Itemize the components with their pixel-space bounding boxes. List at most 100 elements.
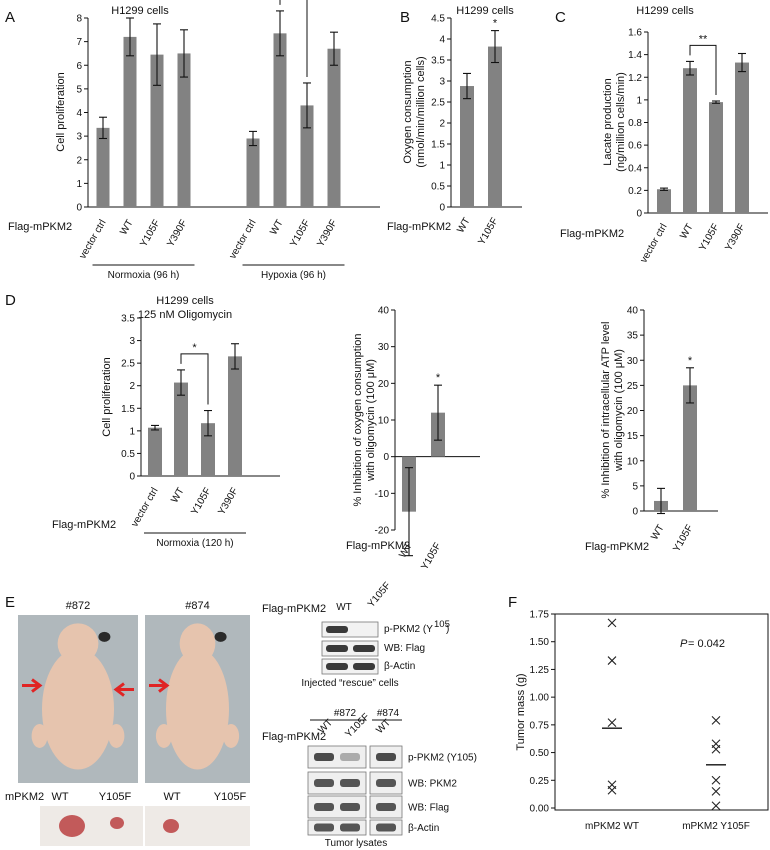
flag-label: Flag-mPKM2 [262, 731, 326, 743]
y-tick-label: 0 [76, 203, 82, 214]
blot-lane-strip [307, 745, 367, 769]
tumor-photo [145, 806, 250, 846]
x-tick-label: vector ctrl [638, 222, 669, 265]
blot-lane-strip [321, 640, 379, 657]
x-tick-label: WT [118, 218, 135, 237]
y-tick-label: 30 [627, 356, 639, 367]
y-tick-label: 2.5 [121, 359, 135, 370]
y-tick-label: 0 [632, 507, 638, 518]
blot-band [314, 823, 334, 832]
y-axis-label: with oligomycin (100 μM) [365, 359, 377, 482]
y-tick-label: 0 [636, 209, 642, 220]
significance-bracket [689, 44, 717, 96]
bar [96, 127, 110, 207]
y-tick-label: 25 [627, 381, 639, 392]
x-tick-label: WT [649, 523, 666, 542]
flag-label: Flag-mPKM2 [52, 519, 116, 531]
mouse-leg [108, 723, 125, 748]
bar [488, 46, 502, 208]
significance-star: * [436, 372, 441, 384]
blot-band [376, 753, 396, 761]
y-tick-label: 2 [76, 155, 82, 166]
y-tick-label: 0.75 [530, 720, 550, 731]
y-tick-label: 4 [439, 35, 445, 46]
blot-row-label: β-Actin [408, 823, 439, 834]
x-tick-label: Y105F [189, 486, 213, 517]
blot-group-label: #874 [377, 708, 400, 719]
y-tick-label: 6 [76, 61, 82, 72]
y-tick-label: 8 [76, 14, 82, 25]
red-arrow-icon [149, 678, 170, 693]
y-tick-label: 4.5 [431, 14, 445, 25]
blot-row-label: ) [446, 624, 449, 635]
blot-band [314, 753, 334, 761]
y-tick-label: 1.4 [628, 50, 642, 61]
y-axis-label: (nmol/min/million cells) [415, 56, 427, 167]
data-point [711, 775, 721, 785]
data-point [607, 618, 617, 628]
y-tick-label: 0.5 [431, 182, 445, 193]
y-tick-label: 3.5 [431, 56, 445, 67]
y-tick-label: 0.2 [628, 186, 642, 197]
x-tick-label: Y390F [165, 218, 189, 249]
significance-bracket [180, 353, 209, 405]
y-tick-label: 1.6 [628, 28, 642, 39]
mouse-leg [223, 723, 240, 748]
x-tick-label: mPKM2 WT [585, 821, 639, 832]
blot-band [376, 803, 396, 811]
bar [228, 356, 242, 476]
tumor [110, 817, 124, 829]
x-tick-label: vector ctrl [227, 218, 258, 261]
tumor [163, 819, 179, 833]
bar [300, 105, 314, 207]
y-tick-label: 1 [76, 179, 82, 190]
blot-band [340, 779, 360, 787]
blot-band [353, 645, 375, 652]
y-tick-label: 3 [76, 132, 82, 143]
y-tick-label: 1 [636, 95, 642, 106]
data-point [711, 801, 721, 811]
x-tick-label: Y105F [288, 218, 312, 249]
tumor [59, 815, 85, 837]
y-tick-label: 5 [632, 481, 638, 492]
y-tick-label: -10 [375, 489, 390, 500]
blot-row-label: WB: Flag [408, 803, 449, 814]
significance-star: * [688, 355, 693, 367]
y-tick-label: 1 [439, 161, 445, 172]
panel-label-e: E [5, 594, 15, 611]
y-tick-label: 0 [129, 472, 135, 483]
panel-label-d: D [5, 292, 16, 309]
blot-band [340, 823, 360, 832]
blot-band [314, 779, 334, 787]
x-tick-label: vector ctrl [77, 218, 108, 261]
significance-star: ** [699, 33, 708, 45]
x-tick-label: Y105F [697, 222, 721, 253]
y-tick-label: 1.50 [530, 637, 550, 648]
y-tick-label: 30 [378, 342, 390, 353]
flag-label: Flag-mPKM2 [8, 221, 72, 233]
blot-band [326, 663, 348, 670]
blot-caption: Tumor lysates [325, 838, 387, 849]
flag-label: Flag-mPKM2 [346, 540, 410, 552]
mouse-leg [155, 723, 172, 748]
bar [148, 427, 162, 476]
data-point [711, 744, 721, 754]
bar-chart-C: 0 0.2 0.4 0.6 0.8 1 1.2 1.4 1.6 Lacate production… [602, 28, 768, 265]
bar [174, 382, 188, 476]
mouse-photo-874 [145, 615, 250, 783]
mpkm2-label: mPKM2 [5, 791, 44, 803]
y-axis-label: % Inhibition of intracellular ATP level [600, 322, 612, 499]
y-tick-label: 0.00 [530, 804, 550, 815]
group-label: Normoxia (120 h) [156, 538, 233, 549]
y-tick-label: 10 [378, 416, 390, 427]
blot-row-label: WB: PKM2 [408, 779, 457, 790]
x-tick-label: mPKM2 Y105F [682, 821, 750, 832]
p-value: = 0.042 [688, 638, 725, 650]
y-tick-label: 5 [76, 84, 82, 95]
x-tick-label: Y105F [419, 541, 443, 572]
blot-lane-strip [321, 621, 379, 638]
blot-lane-strip [307, 771, 367, 795]
y-tick-label: 1.00 [530, 693, 550, 704]
y-axis-label: with oligomycin (100 μM) [613, 349, 625, 472]
y-tick-label: 1.5 [431, 140, 445, 151]
